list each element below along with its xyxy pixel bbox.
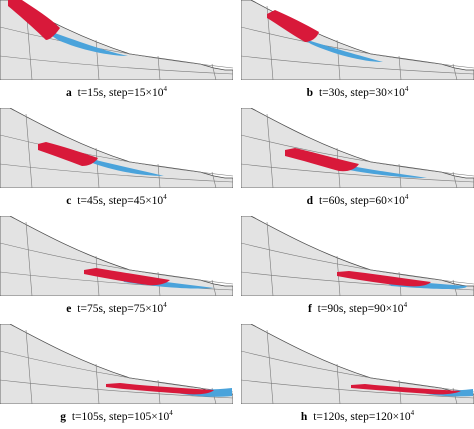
panel-label: g — [60, 411, 66, 423]
rock-layer-line — [241, 163, 474, 183]
step-text: step=120×10 — [350, 411, 411, 423]
slope-simulation-a — [0, 0, 233, 80]
time-text: t=75s, — [77, 303, 106, 315]
step-exponent: 4 — [163, 85, 168, 93]
slope-terrain — [241, 108, 474, 188]
debris-red — [8, 0, 60, 40]
time-text: t=105s, — [71, 411, 107, 423]
rock-layer-line — [0, 163, 233, 183]
step-text: step=15×10 — [109, 87, 164, 99]
step-exponent: 4 — [404, 193, 409, 201]
debris-blue — [80, 156, 164, 176]
fault-line — [25, 329, 217, 404]
rock-layer-line — [0, 379, 233, 399]
panel-label: d — [306, 195, 314, 207]
step-exponent: 4 — [410, 409, 415, 417]
panel-f: f t=90s, step=90×104 — [241, 216, 474, 319]
caption-d: d t=60s, step=60×104 — [241, 190, 474, 208]
step-text: step=105×10 — [109, 411, 170, 423]
slope-simulation-d — [241, 108, 474, 188]
caption-e: e t=75s, step=75×104 — [0, 298, 233, 316]
slope-simulation-e — [0, 216, 233, 296]
caption-c: c t=45s, step=45×104 — [0, 190, 233, 208]
slope-simulation-f — [241, 216, 474, 296]
caption-g: g t=105s, step=105×104 — [0, 406, 233, 424]
rock-layer-line — [241, 26, 474, 69]
panel-label: e — [66, 303, 72, 315]
panel-label: h — [300, 411, 308, 423]
rock-layer-line — [241, 350, 474, 393]
slope-terrain — [0, 108, 233, 188]
panel-g: g t=105s, step=105×104 — [0, 324, 233, 427]
step-exponent: 4 — [403, 301, 408, 309]
slope-simulation-h — [241, 324, 474, 404]
step-text: step=45×10 — [108, 195, 164, 207]
panel-label: b — [306, 87, 314, 99]
slope-terrain — [241, 0, 474, 80]
debris-blue — [341, 164, 427, 178]
slope-simulation-c — [0, 108, 233, 188]
debris-red — [351, 384, 461, 395]
time-text: t=15s, — [77, 87, 107, 99]
panel-e: e t=75s, step=75×104 — [0, 216, 233, 319]
step-exponent: 4 — [163, 301, 167, 309]
step-exponent: 4 — [404, 85, 409, 93]
fault-line — [25, 113, 217, 188]
panel-label: a — [65, 87, 72, 99]
step-text: step=75×10 — [108, 303, 164, 315]
fault-line — [266, 329, 458, 404]
slope-simulation-g — [0, 324, 233, 404]
time-text: t=30s, — [318, 87, 348, 99]
step-exponent: 4 — [169, 409, 173, 417]
slope-simulation-b — [241, 0, 474, 80]
panel-d: d t=60s, step=60×104 — [241, 108, 474, 211]
time-text: t=90s, — [317, 303, 347, 315]
panel-c: c t=45s, step=45×104 — [0, 108, 233, 211]
rock-layer-line — [0, 26, 233, 69]
time-text: t=120s, — [313, 411, 348, 423]
debris-red — [267, 10, 319, 42]
panel-b: b t=30s, step=30×104 — [241, 0, 474, 103]
time-text: t=45s, — [77, 195, 106, 207]
panel-a: a t=15s, step=15×104 — [0, 0, 233, 103]
debris-red — [106, 383, 214, 395]
rock-layer-line — [241, 379, 474, 399]
time-text: t=60s, — [318, 195, 348, 207]
step-text: step=30×10 — [350, 87, 405, 99]
panel-label: f — [307, 303, 312, 315]
rock-layer-line — [241, 55, 474, 75]
panel-label: c — [66, 195, 72, 207]
rock-layer-line — [0, 350, 233, 393]
step-text: step=90×10 — [349, 303, 404, 315]
slope-terrain — [241, 216, 474, 296]
panel-h: h t=120s, step=120×104 — [241, 324, 474, 427]
caption-f: f t=90s, step=90×104 — [241, 298, 474, 316]
slope-terrain — [0, 216, 233, 296]
debris-red — [84, 268, 170, 286]
rock-layer-line — [0, 242, 233, 285]
rock-layer-line — [0, 134, 233, 177]
debris-red — [38, 142, 98, 166]
debris-red — [337, 271, 431, 287]
step-exponent: 4 — [163, 193, 167, 201]
rock-layer-line — [0, 55, 233, 75]
fault-line — [25, 5, 217, 80]
caption-h: h t=120s, step=120×104 — [241, 406, 474, 424]
rock-layer-line — [241, 134, 474, 177]
fault-line — [266, 5, 458, 80]
step-text: step=60×10 — [350, 195, 405, 207]
caption-b: b t=30s, step=30×104 — [241, 82, 474, 100]
debris-red — [285, 148, 359, 172]
caption-a: a t=15s, step=15×104 — [0, 82, 233, 100]
rock-layer-line — [241, 242, 474, 285]
